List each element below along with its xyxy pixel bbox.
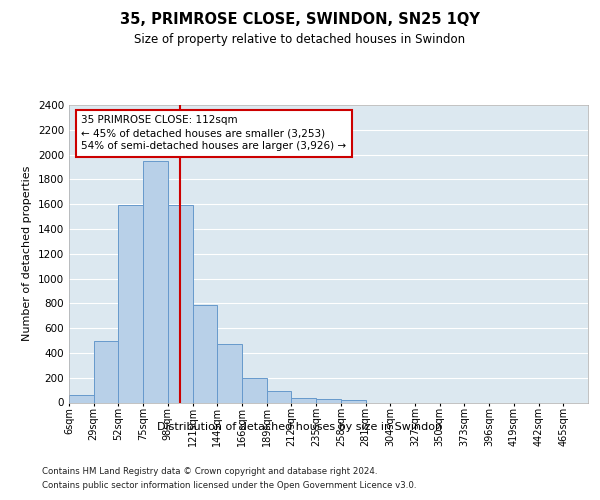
- Bar: [341, 400, 365, 402]
- Bar: [94, 340, 118, 402]
- Text: Contains public sector information licensed under the Open Government Licence v3: Contains public sector information licen…: [42, 481, 416, 490]
- Bar: [143, 161, 168, 402]
- Text: 35 PRIMROSE CLOSE: 112sqm
← 45% of detached houses are smaller (3,253)
54% of se: 35 PRIMROSE CLOSE: 112sqm ← 45% of detac…: [82, 115, 346, 152]
- Bar: [168, 206, 193, 402]
- Text: Contains HM Land Registry data © Crown copyright and database right 2024.: Contains HM Land Registry data © Crown c…: [42, 468, 377, 476]
- Text: Size of property relative to detached houses in Swindon: Size of property relative to detached ho…: [134, 32, 466, 46]
- Bar: [193, 304, 217, 402]
- Bar: [292, 398, 316, 402]
- Y-axis label: Number of detached properties: Number of detached properties: [22, 166, 32, 342]
- Bar: [316, 400, 341, 402]
- Bar: [267, 392, 292, 402]
- Bar: [118, 206, 143, 402]
- Text: Distribution of detached houses by size in Swindon: Distribution of detached houses by size …: [157, 422, 443, 432]
- Text: 35, PRIMROSE CLOSE, SWINDON, SN25 1QY: 35, PRIMROSE CLOSE, SWINDON, SN25 1QY: [120, 12, 480, 28]
- Bar: [242, 378, 267, 402]
- Bar: [69, 395, 94, 402]
- Bar: [217, 344, 242, 403]
